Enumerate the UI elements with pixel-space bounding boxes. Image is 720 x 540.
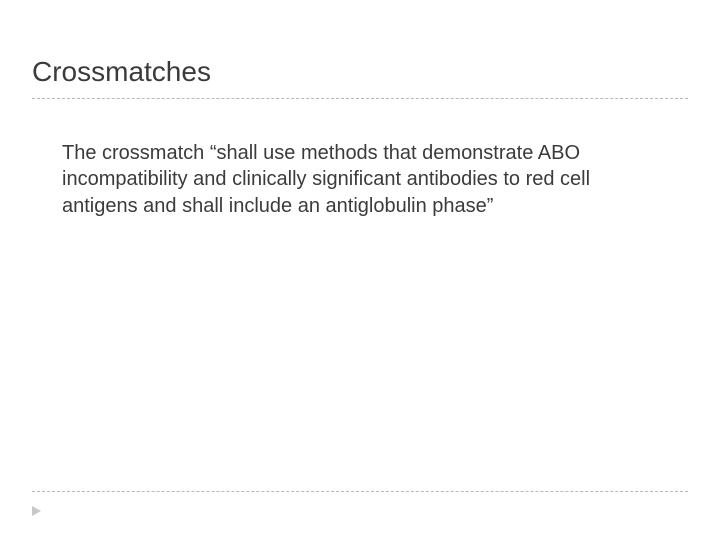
triangle-bullet-icon (32, 506, 41, 516)
slide-title: Crossmatches (32, 56, 211, 88)
slide-body-text: The crossmatch “shall use methods that d… (62, 140, 650, 219)
divider-top (32, 98, 688, 99)
slide: Crossmatches The crossmatch “shall use m… (0, 0, 720, 540)
divider-bottom (32, 491, 688, 492)
